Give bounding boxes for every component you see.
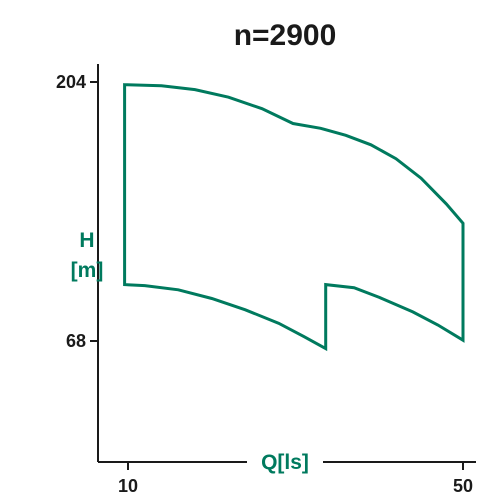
- operating-range-curve: [123, 83, 465, 352]
- y-tick-label: 68: [66, 331, 86, 351]
- chart-title: n=2900: [234, 19, 337, 52]
- x-axis-label: Q[ls]: [261, 451, 309, 474]
- y-axis-label-line-1: H: [79, 229, 94, 252]
- y-tick-label: 204: [56, 72, 86, 92]
- y-axis-label-line-2: [m]: [71, 259, 104, 282]
- x-tick-label: 10: [118, 476, 138, 496]
- x-tick-label: 50: [453, 476, 473, 496]
